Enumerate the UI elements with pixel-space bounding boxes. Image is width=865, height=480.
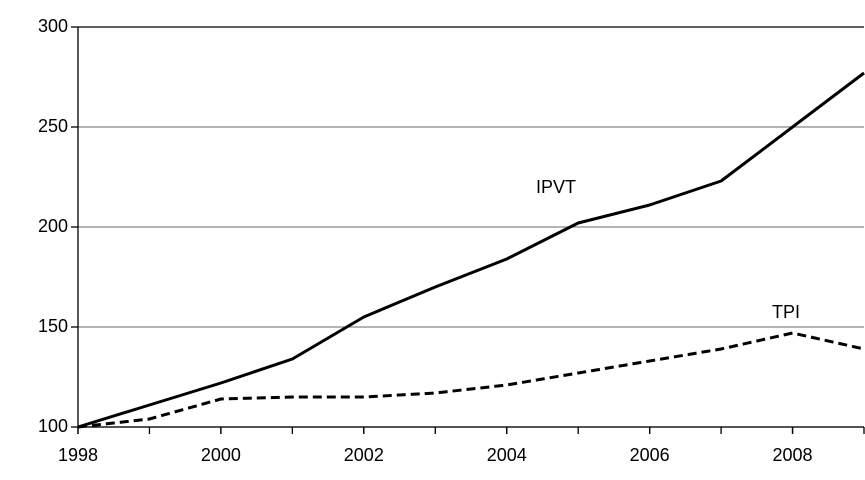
y-tick-label: 100 <box>38 416 68 436</box>
x-tick-label: 2000 <box>201 445 241 465</box>
y-tick-label: 200 <box>38 216 68 236</box>
x-tick-label: 1998 <box>58 445 98 465</box>
x-tick-label: 2008 <box>773 445 813 465</box>
series-line <box>77 71 865 429</box>
y-tick-label: 250 <box>38 116 68 136</box>
series-label: TPI <box>772 302 800 322</box>
series-label: IPVT <box>536 177 576 197</box>
y-tick-label: 150 <box>38 316 68 336</box>
x-tick-label: 2006 <box>630 445 670 465</box>
y-tick-label: 300 <box>38 16 68 36</box>
x-tick-label: 2002 <box>344 445 384 465</box>
series-line <box>77 331 865 429</box>
x-tick-label: 2004 <box>487 445 527 465</box>
